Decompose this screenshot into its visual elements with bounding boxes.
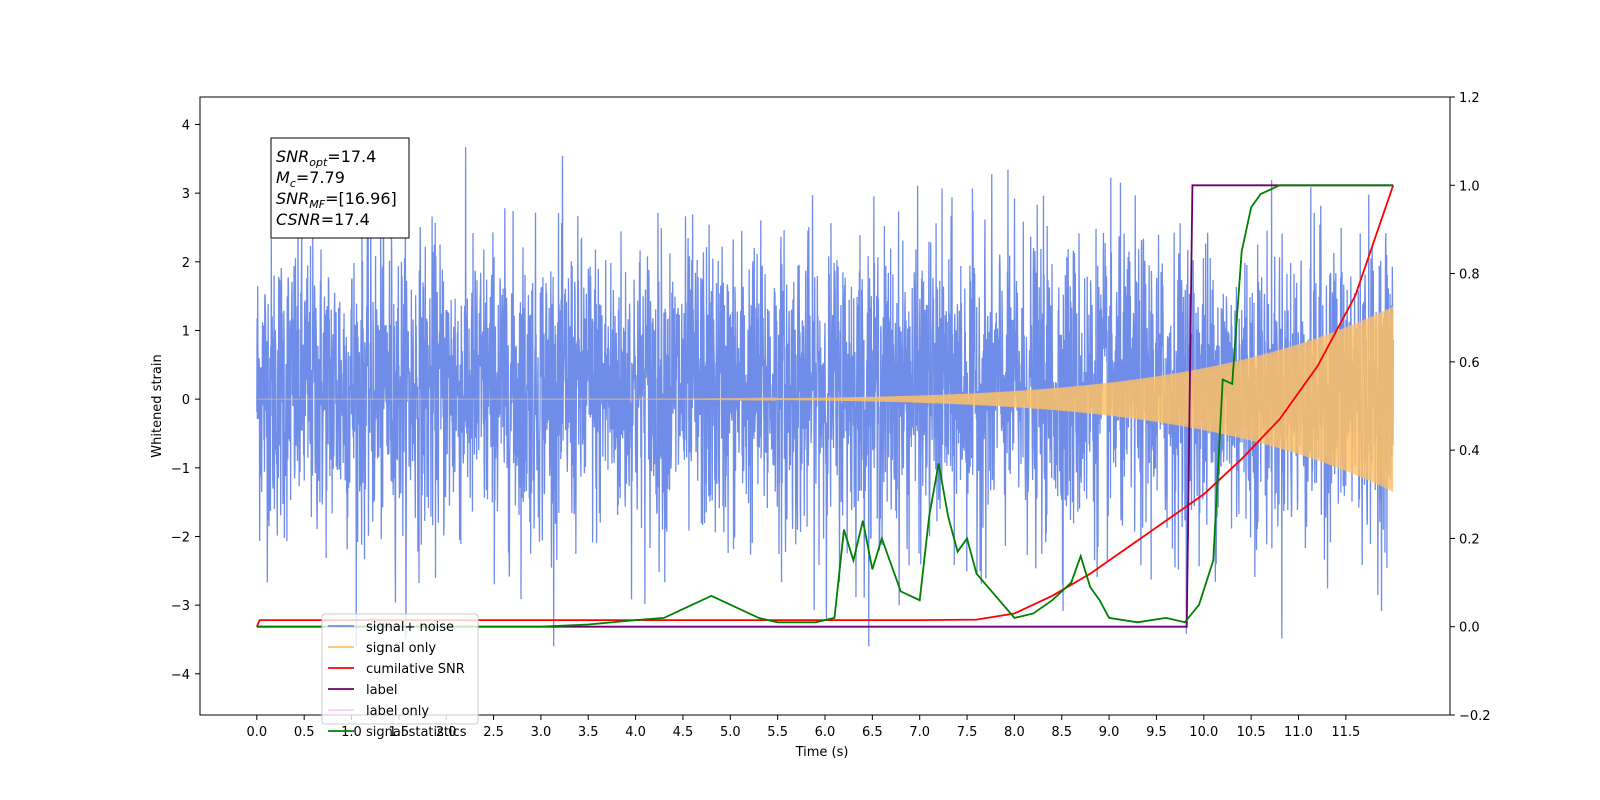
y-tick-label: 1 bbox=[182, 324, 190, 339]
x-tick-label: 9.0 bbox=[1099, 725, 1120, 740]
x-tick-label: 5.5 bbox=[767, 725, 788, 740]
x-tick-label: 1.0 bbox=[341, 725, 362, 740]
x-tick-label: 6.5 bbox=[862, 725, 883, 740]
y-tick-label: −1 bbox=[171, 462, 190, 477]
legend-entry: label only bbox=[366, 704, 429, 719]
series-signal-only bbox=[256, 306, 1394, 492]
x-tick-label: 10.0 bbox=[1189, 725, 1218, 740]
x-tick-label: 4.0 bbox=[625, 725, 646, 740]
y-axis-left: 4 3 2 1 0 −1 −2 −3 −4 bbox=[171, 118, 200, 683]
x-axis-label: Time (s) bbox=[795, 745, 849, 760]
y-tick-label: −2 bbox=[171, 530, 190, 545]
y2-tick-label: 1.0 bbox=[1459, 179, 1480, 194]
annotation-line: SNRMF=[16.96] bbox=[276, 189, 397, 211]
annotation-line: Mc=7.79 bbox=[276, 168, 345, 190]
x-tick-label: 10.5 bbox=[1237, 725, 1266, 740]
x-tick-label: 2.5 bbox=[483, 725, 504, 740]
x-tick-label: 6.0 bbox=[815, 725, 836, 740]
x-tick-label: 2.0 bbox=[436, 725, 457, 740]
legend-entry: signal statistics bbox=[366, 725, 467, 740]
x-tick-label: 1.5 bbox=[389, 725, 410, 740]
y2-tick-label: −0.2 bbox=[1459, 709, 1491, 724]
y2-tick-label: 0.0 bbox=[1459, 621, 1480, 636]
x-tick-label: 11.5 bbox=[1331, 725, 1360, 740]
y-tick-label: 3 bbox=[182, 187, 190, 202]
series-cumilative-snr bbox=[255, 184, 1395, 628]
legend-box bbox=[321, 613, 479, 725]
x-tick-label: 4.5 bbox=[673, 725, 694, 740]
y-tick-label: 2 bbox=[182, 256, 190, 271]
x-tick-label: 7.0 bbox=[909, 725, 930, 740]
x-tick-label: 7.5 bbox=[957, 725, 978, 740]
y2-tick-label: 0.6 bbox=[1459, 356, 1480, 371]
legend-entry: cumilative SNR bbox=[366, 662, 465, 677]
series-layer bbox=[255, 147, 1395, 647]
y-tick-label: 0 bbox=[182, 393, 190, 408]
legend-entry: label bbox=[366, 683, 397, 698]
y-tick-label: −4 bbox=[171, 668, 190, 683]
legend-entry: signal+ noise bbox=[366, 620, 454, 635]
legend-entry: signal only bbox=[366, 641, 436, 656]
x-tick-label: 0.0 bbox=[246, 725, 267, 740]
y-axis-label: Whitened strain bbox=[150, 354, 165, 457]
annotation-line: CSNR=17.4 bbox=[276, 210, 370, 229]
x-tick-label: 11.0 bbox=[1284, 725, 1313, 740]
y-axis-right: 1.2 1.0 0.8 0.6 0.4 0.2 0.0 −0.2 bbox=[1450, 91, 1491, 724]
x-tick-label: 8.5 bbox=[1051, 725, 1072, 740]
y-tick-label: 4 bbox=[182, 118, 190, 133]
x-tick-label: 3.0 bbox=[531, 725, 552, 740]
x-tick-label: 3.5 bbox=[578, 725, 599, 740]
x-tick-label: 5.0 bbox=[720, 725, 741, 740]
x-tick-label: 9.5 bbox=[1146, 725, 1167, 740]
y2-tick-label: 0.8 bbox=[1459, 268, 1480, 283]
series-signal-statistics bbox=[256, 184, 1394, 628]
x-tick-label: 8.0 bbox=[1004, 725, 1025, 740]
y2-tick-label: 1.2 bbox=[1459, 91, 1480, 106]
y2-tick-label: 0.2 bbox=[1459, 532, 1480, 547]
annotation-box bbox=[270, 137, 410, 239]
y-tick-label: −3 bbox=[171, 599, 190, 614]
x-axis: 0.0 0.5 1.0 1.5 2.0 2.5 3.0 3.5 4.0 4.5 5.0 5.5 6.0 6… bbox=[246, 715, 1360, 740]
x-tick-label: 0.5 bbox=[294, 725, 315, 740]
annotation-line: SNRopt=17.4 bbox=[276, 147, 376, 169]
y2-tick-label: 0.4 bbox=[1459, 444, 1480, 459]
legend: signal+ noise signal only cumilative SNR la… bbox=[321, 613, 479, 740]
